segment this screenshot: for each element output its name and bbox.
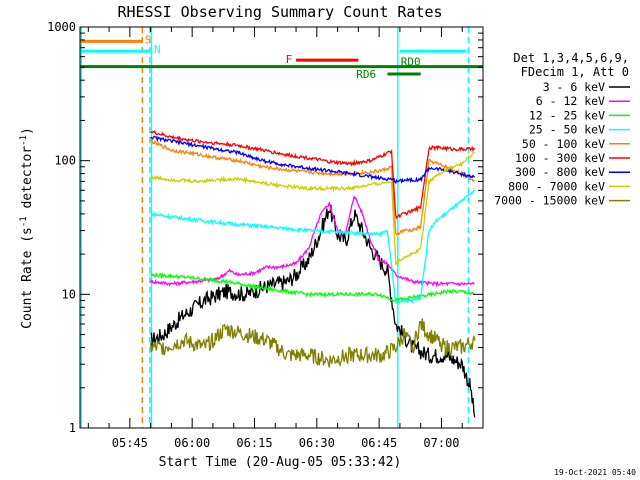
series-line-8 — [149, 318, 476, 368]
series-line-5 — [150, 129, 476, 220]
series-line-6 — [150, 135, 476, 185]
x-tick-label-3: 06:30 — [299, 436, 335, 450]
legend-header-line-1: Det 1,3,4,5,6,9, — [513, 51, 629, 65]
x-axis: 05:45 06:00 06:15 06:30 06:45 07:00 — [87, 27, 484, 450]
flag-label-rd0: RD0 — [401, 56, 421, 69]
x-tick-label-5: 07:00 — [423, 436, 459, 450]
legend-label-0: 3 - 6 keV — [543, 80, 605, 94]
timestamp: 19-Oct-2021 05:40 — [554, 468, 636, 477]
flag-label-n: N — [154, 43, 161, 56]
x-axis-label: Start Time (20-Aug-05 05:33:42) — [159, 455, 402, 470]
y-tick-label-0: 1 — [69, 421, 76, 435]
y-tick-label-1: 10 — [62, 287, 76, 301]
series-line-7 — [150, 151, 475, 265]
series-line-4 — [150, 139, 476, 236]
series-line-3 — [150, 189, 475, 306]
legend-label-5: 100 - 300 keV — [515, 151, 605, 165]
legend-label-2: 12 - 25 keV — [529, 108, 605, 122]
series-line-0 — [150, 204, 476, 418]
x-tick-label-2: 06:15 — [236, 436, 272, 450]
plot-frame — [79, 26, 484, 429]
flag-label-f: F — [286, 53, 293, 66]
legend: Det 1,3,4,5,6,9, FDecim 1, Att 0 3 - 6 k… — [494, 51, 630, 208]
y-axis-label-main: Count Rate (s — [20, 227, 35, 329]
legend-label-3: 25 - 50 keV — [529, 123, 605, 137]
y-tick-label-3: 1000 — [47, 20, 76, 34]
flag-label-s: S — [145, 33, 152, 46]
y-axis: 1 10 100 1000 — [47, 20, 483, 435]
y-axis-label-end: ) — [20, 127, 35, 135]
legend-header-line-2: FDecim 1, Att 0 — [521, 65, 629, 79]
series-line-1 — [149, 194, 475, 288]
y-axis-label-mid: detector — [20, 146, 35, 217]
y-axis-label-superscript-2: -1 — [19, 135, 29, 146]
legend-label-4: 50 - 100 keV — [522, 137, 605, 151]
y-axis-label-superscript-1: -1 — [19, 216, 29, 227]
x-tick-label-4: 06:45 — [361, 436, 397, 450]
chart-title: RHESSI Observing Summary Count Rates — [117, 3, 442, 21]
plot-area — [80, 27, 483, 428]
x-tick-label-0: 05:45 — [112, 436, 148, 450]
x-tick-label-1: 06:00 — [174, 436, 210, 450]
legend-label-6: 300 - 800 keV — [515, 165, 605, 179]
legend-label-7: 800 - 7000 keV — [508, 179, 605, 193]
legend-label-8: 7000 - 15000 keV — [494, 194, 605, 208]
legend-label-1: 6 - 12 keV — [536, 94, 605, 108]
y-axis-label: Count Rate (s-1 detector-1) — [19, 127, 35, 329]
y-tick-label-2: 100 — [54, 154, 76, 168]
flag-label-rd6: RD6 — [356, 68, 376, 81]
